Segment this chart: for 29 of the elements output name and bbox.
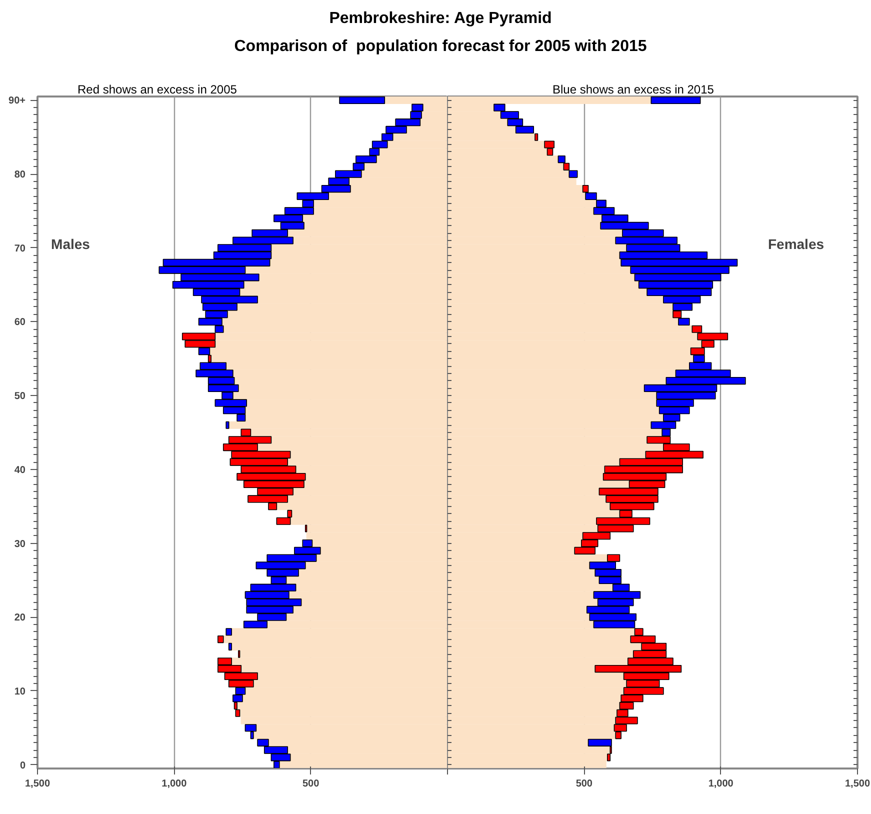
x-tick-label: 500	[302, 778, 320, 790]
annotation: Males	[51, 236, 90, 252]
chart-title: Pembrokeshire: Age Pyramid	[329, 10, 552, 27]
x-tick-label: 500	[576, 778, 593, 790]
y-tick-label: 20	[14, 612, 26, 624]
y-tick-label: 0	[20, 760, 26, 772]
y-tick-label: 30	[14, 538, 26, 550]
y-tick-label: 10	[14, 686, 26, 698]
annotation: Red shows an excess in 2005	[78, 82, 238, 96]
annotation: Blue shows an excess in 2015	[552, 82, 714, 96]
y-tick-label: 80	[14, 170, 26, 181]
y-tick-label: 40	[14, 464, 26, 476]
y-tick-label: 60	[14, 317, 26, 328]
y-tick-label: 70	[14, 243, 26, 254]
x-tick-label: 1,500	[24, 778, 50, 790]
bar	[228, 642, 232, 650]
x-tick-label: 1,000	[162, 778, 188, 790]
chart-subtitle: Comparison of population forecast for 2005 with 2015	[234, 38, 647, 55]
y-tick-label: 90+	[8, 96, 26, 107]
bar	[218, 635, 224, 644]
bar	[226, 628, 232, 636]
bar	[650, 96, 701, 104]
x-tick-label: 1,000	[708, 778, 734, 790]
bar	[339, 96, 386, 104]
y-tick-label: 50	[14, 391, 26, 402]
bar	[226, 421, 230, 429]
x-tick-label: 1,500	[844, 778, 870, 790]
bar	[534, 133, 538, 141]
annotation: Females	[768, 236, 824, 252]
